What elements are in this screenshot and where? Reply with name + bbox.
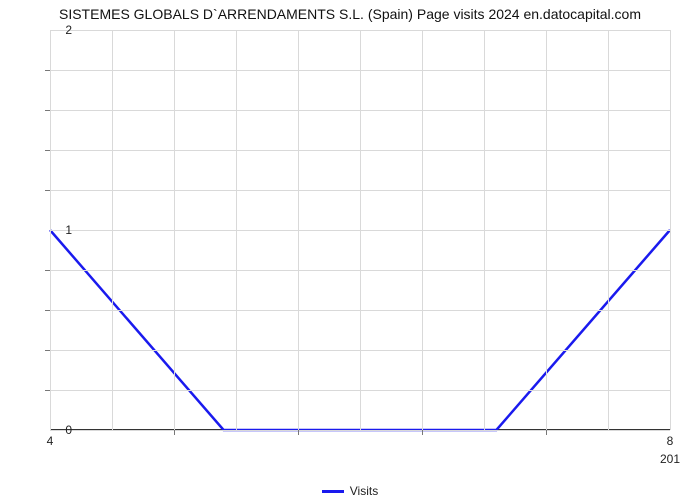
grid-line-horizontal [50, 350, 670, 351]
y-minor-tick [45, 390, 50, 391]
y-minor-tick [45, 70, 50, 71]
grid-line-horizontal [50, 390, 670, 391]
x-tick-label: 4 [47, 434, 54, 448]
grid-line-horizontal [50, 70, 670, 71]
y-minor-tick [45, 190, 50, 191]
plot-area [50, 30, 670, 430]
grid-line-horizontal [50, 190, 670, 191]
grid-line-horizontal [50, 150, 670, 151]
chart-title: SISTEMES GLOBALS D`ARRENDAMENTS S.L. (Sp… [0, 6, 700, 22]
x-minor-tick [546, 430, 547, 435]
y-minor-tick [45, 350, 50, 351]
grid-line-horizontal [50, 310, 670, 311]
grid-line-horizontal [50, 430, 670, 431]
grid-line-horizontal [50, 110, 670, 111]
legend-swatch [322, 490, 344, 493]
x-tick-label: 8 [667, 434, 674, 448]
grid-line-horizontal [50, 270, 670, 271]
grid-line-horizontal [50, 230, 670, 231]
x-minor-tick [422, 430, 423, 435]
grid-line-vertical [670, 30, 671, 430]
y-tick-label: 2 [65, 23, 72, 37]
y-tick-label: 0 [65, 423, 72, 437]
legend-label: Visits [350, 484, 378, 498]
y-minor-tick [45, 110, 50, 111]
y-tick-label: 1 [65, 223, 72, 237]
chart-container: SISTEMES GLOBALS D`ARRENDAMENTS S.L. (Sp… [0, 0, 700, 500]
x-minor-tick [298, 430, 299, 435]
grid-line-horizontal [50, 30, 670, 31]
y-minor-tick [45, 270, 50, 271]
y-minor-tick [45, 150, 50, 151]
x-sub-label: 201 [660, 452, 680, 466]
x-minor-tick [174, 430, 175, 435]
legend: Visits [0, 484, 700, 498]
y-minor-tick [45, 310, 50, 311]
